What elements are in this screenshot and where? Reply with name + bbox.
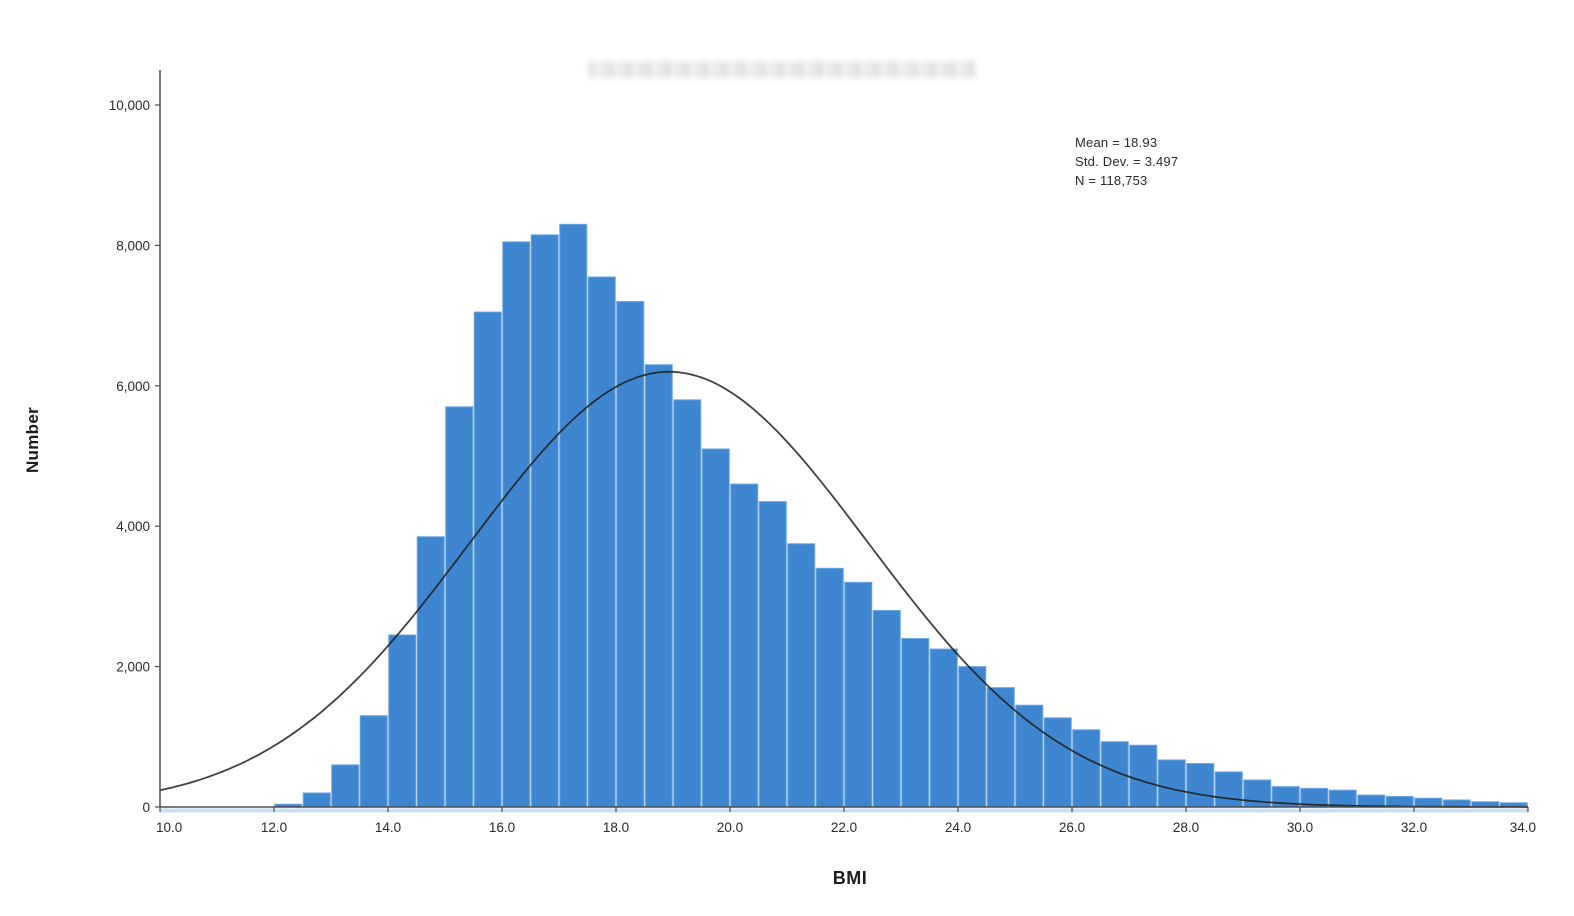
x-tick-label: 12.0: [261, 820, 287, 835]
x-tick-label: 18.0: [603, 820, 629, 835]
x-axis-title: BMI: [832, 868, 868, 888]
blurred-title: [588, 61, 976, 78]
histogram-bar: [616, 301, 645, 808]
x-tick-label: 20.0: [717, 820, 743, 835]
histogram-bar: [445, 406, 474, 808]
histogram-bar: [587, 276, 616, 808]
x-tick-label: 24.0: [945, 820, 971, 835]
histogram-bar: [1072, 729, 1101, 808]
y-tick-label: 0: [142, 800, 150, 815]
y-tick-label: 8,000: [116, 238, 150, 253]
x-tick-label: 28.0: [1173, 820, 1199, 835]
histogram-bar: [331, 764, 360, 808]
y-tick-label: 10,000: [109, 98, 150, 113]
histogram-bar: [844, 581, 873, 808]
histogram-bar: [701, 448, 730, 808]
histogram-bar: [1015, 704, 1044, 808]
histogram-bar: [958, 666, 987, 808]
stat-mean: Mean = 18.93: [1075, 135, 1158, 150]
histogram-bar: [388, 634, 417, 808]
histogram-bar: [559, 223, 588, 808]
histogram-bar: [929, 648, 958, 808]
histogram-bar: [758, 501, 787, 808]
histogram-bar: [673, 399, 702, 808]
histogram-bar: [1043, 717, 1072, 808]
x-tick-label: 16.0: [489, 820, 515, 835]
histogram-bar: [986, 687, 1015, 808]
histogram-bar: [359, 715, 388, 808]
histogram-bar: [1385, 795, 1414, 808]
x-tick-label: 26.0: [1059, 820, 1085, 835]
histogram-bar: [1157, 759, 1186, 808]
histogram-bar: [302, 792, 331, 808]
histogram-bar: [787, 543, 816, 808]
x-tick-label: 30.0: [1287, 820, 1313, 835]
histogram-bar: [1186, 762, 1215, 808]
y-tick-label: 6,000: [116, 379, 150, 394]
histogram-bar: [730, 483, 759, 808]
normal-curve: [159, 370, 1528, 808]
stat-stddev: Std. Dev. = 3.497: [1075, 154, 1179, 169]
histogram-bar: [901, 638, 930, 808]
histogram-bar: [416, 536, 445, 808]
y-tick-label: 4,000: [116, 519, 150, 534]
histogram-bar: [1414, 797, 1443, 808]
histogram-bar: [872, 609, 901, 808]
x-tick-label: 22.0: [831, 820, 857, 835]
histogram-bar: [644, 364, 673, 808]
x-tick-label: 10.0: [156, 820, 182, 835]
histogram-bar: [1214, 771, 1243, 808]
stats-box: Mean = 18.93 Std. Dev. = 3.497 N = 118,7…: [1075, 133, 1178, 190]
histogram-bar: [530, 234, 559, 808]
stat-n: N = 118,753: [1075, 173, 1148, 188]
y-tick-label: 2,000: [116, 660, 150, 675]
x-tick-label: 14.0: [375, 820, 401, 835]
histogram-bar: [1129, 744, 1158, 808]
x-tick-label: 34.0: [1510, 820, 1536, 835]
histogram-bar: [473, 311, 502, 808]
histogram-bar: [815, 567, 844, 808]
x-tick-label: 32.0: [1401, 820, 1427, 835]
histogram-bar: [502, 241, 531, 808]
y-axis-title: Number: [23, 406, 42, 474]
